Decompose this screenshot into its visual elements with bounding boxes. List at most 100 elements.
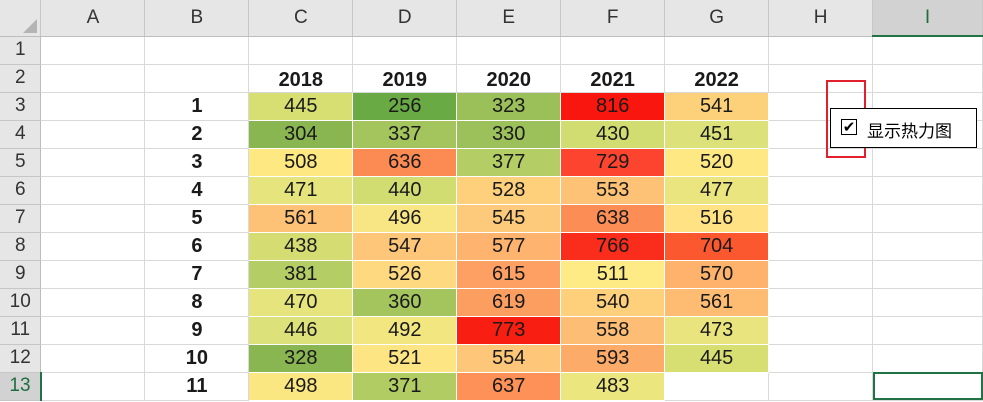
cell-i11[interactable] (872, 316, 983, 345)
cell-i9[interactable] (872, 260, 983, 289)
heat-value-cell[interactable]: 593 (560, 344, 665, 372)
cell-f1[interactable] (560, 36, 666, 65)
row-index-cell[interactable]: 1 (144, 92, 250, 121)
heat-value-cell[interactable]: 516 (664, 204, 769, 232)
year-header-cell[interactable]: 2019 (352, 64, 458, 93)
heat-value-cell[interactable]: 470 (248, 288, 353, 316)
heat-value-cell[interactable]: 561 (664, 288, 769, 316)
heat-value-cell[interactable]: 520 (664, 148, 769, 176)
cell-i6[interactable] (872, 176, 983, 205)
row-header-9[interactable]: 9 (0, 260, 42, 289)
heat-value-cell[interactable]: 430 (560, 120, 665, 148)
select-all-corner[interactable] (0, 0, 42, 37)
heat-value-cell[interactable]: 526 (352, 260, 457, 288)
heat-value-cell[interactable]: 729 (560, 148, 665, 176)
cell-e1[interactable] (456, 36, 562, 65)
cell-i7[interactable] (872, 204, 983, 233)
cell-h2[interactable] (768, 64, 874, 93)
row-header-3[interactable]: 3 (0, 92, 42, 121)
cell-h12[interactable] (768, 344, 874, 373)
cell-d1[interactable] (352, 36, 458, 65)
heat-value-cell[interactable]: 446 (248, 316, 353, 344)
row-header-13[interactable]: 13 (0, 372, 42, 401)
cell-a7[interactable] (40, 204, 146, 233)
heat-value-cell[interactable]: 577 (456, 232, 561, 260)
cell-a8[interactable] (40, 232, 146, 261)
cell-a9[interactable] (40, 260, 146, 289)
heat-value-cell[interactable]: 496 (352, 204, 457, 232)
cell-i2[interactable] (872, 64, 983, 93)
heat-value-cell[interactable]: 528 (456, 176, 561, 204)
cell-a13[interactable] (40, 372, 146, 401)
column-header-d[interactable]: D (352, 0, 458, 37)
row-header-8[interactable]: 8 (0, 232, 42, 261)
heat-value-cell[interactable]: 619 (456, 288, 561, 316)
heat-value-cell[interactable]: 766 (560, 232, 665, 260)
column-header-c[interactable]: C (248, 0, 354, 37)
year-header-cell[interactable]: 2018 (248, 64, 354, 93)
checkbox-label[interactable]: 显示热力图 (867, 122, 952, 142)
heat-value-cell[interactable]: 561 (248, 204, 353, 232)
row-header-2[interactable]: 2 (0, 64, 42, 93)
row-header-6[interactable]: 6 (0, 176, 42, 205)
row-index-cell[interactable]: 7 (144, 260, 250, 289)
cell-g1[interactable] (664, 36, 770, 65)
column-header-f[interactable]: F (560, 0, 666, 37)
heat-value-cell[interactable]: 540 (560, 288, 665, 316)
column-header-a[interactable]: A (40, 0, 146, 37)
cell-a1[interactable] (40, 36, 146, 65)
heat-value-cell[interactable]: 773 (456, 316, 561, 344)
heat-value-cell[interactable]: 440 (352, 176, 457, 204)
heat-value-cell[interactable]: 521 (352, 344, 457, 372)
year-header-cell[interactable]: 2022 (664, 64, 770, 93)
row-header-7[interactable]: 7 (0, 204, 42, 233)
heat-value-cell[interactable]: 360 (352, 288, 457, 316)
cell-b2[interactable] (144, 64, 250, 93)
cell-c1[interactable] (248, 36, 354, 65)
heat-value-cell[interactable]: 328 (248, 344, 353, 372)
cell-h7[interactable] (768, 204, 874, 233)
cell-a4[interactable] (40, 120, 146, 149)
cell-h5[interactable] (768, 148, 874, 177)
cell-a3[interactable] (40, 92, 146, 121)
cell-i5[interactable] (872, 148, 983, 177)
row-header-1[interactable]: 1 (0, 36, 42, 65)
heat-value-cell[interactable]: 545 (456, 204, 561, 232)
heat-value-cell[interactable]: 451 (664, 120, 769, 148)
column-header-b[interactable]: B (144, 0, 250, 37)
cell-h8[interactable] (768, 232, 874, 261)
heat-value-cell[interactable]: 337 (352, 120, 457, 148)
row-header-5[interactable]: 5 (0, 148, 42, 177)
cell-h13[interactable] (768, 372, 874, 401)
cell-a10[interactable] (40, 288, 146, 317)
heat-value-cell[interactable]: 558 (560, 316, 665, 344)
cell-b1[interactable] (144, 36, 250, 65)
heat-value-cell[interactable]: 256 (352, 92, 457, 120)
row-index-cell[interactable]: 9 (144, 316, 250, 345)
cell-a2[interactable] (40, 64, 146, 93)
cell-h1[interactable] (768, 36, 874, 65)
row-index-cell[interactable]: 6 (144, 232, 250, 261)
heat-value-cell[interactable]: 381 (248, 260, 353, 288)
row-header-10[interactable]: 10 (0, 288, 42, 317)
cell-i12[interactable] (872, 344, 983, 373)
row-index-cell[interactable]: 5 (144, 204, 250, 233)
cell-a6[interactable] (40, 176, 146, 205)
cell-i8[interactable] (872, 232, 983, 261)
cell-h3[interactable] (768, 92, 874, 121)
heat-value-cell[interactable]: 637 (456, 372, 561, 400)
heat-value-cell[interactable]: 445 (248, 92, 353, 120)
heat-value-cell[interactable]: 445 (664, 344, 769, 372)
heat-value-cell[interactable]: 511 (560, 260, 665, 288)
cell-a12[interactable] (40, 344, 146, 373)
heat-value-cell[interactable]: 498 (248, 372, 353, 400)
heat-value-cell[interactable]: 541 (664, 92, 769, 120)
row-index-cell[interactable]: 8 (144, 288, 250, 317)
year-header-cell[interactable]: 2021 (560, 64, 666, 93)
cell-g13[interactable] (664, 372, 770, 401)
heat-value-cell[interactable]: 377 (456, 148, 561, 176)
cell-h6[interactable] (768, 176, 874, 205)
heat-value-cell[interactable]: 471 (248, 176, 353, 204)
heat-value-cell[interactable]: 477 (664, 176, 769, 204)
cell-i13[interactable] (872, 372, 983, 401)
